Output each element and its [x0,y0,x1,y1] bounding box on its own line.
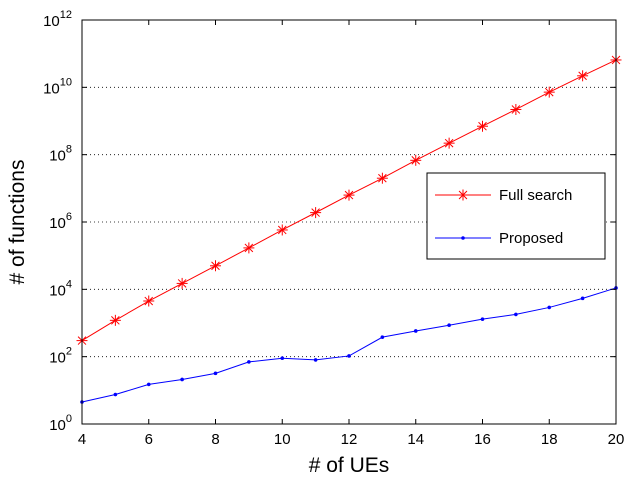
data-point-proposed [480,317,485,321]
legend-marker-proposed [461,236,465,240]
data-point-full-search [443,137,455,149]
x-tick-label: 4 [78,431,86,448]
data-point-full-search [510,103,522,115]
x-tick-label: 10 [274,431,291,448]
data-point-proposed [213,371,218,376]
series-lines [76,54,622,404]
data-point-full-search [143,295,155,307]
data-point-full-search [109,314,121,326]
data-point-proposed [180,377,184,382]
y-tick-label: 1010 [43,76,72,97]
data-point-full-search [376,172,388,184]
data-point-full-search [343,189,355,201]
data-point-full-search [477,120,488,132]
data-point-full-search [310,207,322,219]
y-tick-label: 102 [49,346,72,367]
x-tick-label: 8 [211,431,219,448]
data-point-proposed [113,392,118,397]
y-tick-label: 100 [49,413,72,434]
y-tick-label: 108 [49,144,72,165]
data-point-proposed [146,382,151,387]
x-tick-label: 18 [541,431,558,448]
data-point-proposed [247,360,251,364]
data-point-full-search [276,224,288,236]
legend-marker-full-search [457,189,469,201]
data-point-proposed [313,358,318,362]
data-point-full-search [410,154,422,166]
x-tick-label: 16 [474,431,491,448]
data-point-full-search [243,242,255,254]
data-point-proposed [514,312,518,317]
legend: Full search Proposed [426,172,606,260]
legend-label-full-search: Full search [499,187,572,204]
data-point-full-search [577,70,589,82]
y-tick-label: 1012 [43,9,72,30]
data-point-full-search [176,277,188,289]
y-tick-label: 104 [49,278,72,299]
data-point-proposed [347,354,351,358]
x-tick-label: 6 [145,431,153,448]
series-line-proposed [81,287,617,403]
data-point-proposed [380,335,385,339]
x-tick-label: 12 [341,431,358,448]
data-point-proposed [580,296,585,301]
x-tick-label: 20 [608,431,625,448]
x-tick-label: 14 [407,431,424,448]
data-point-proposed [280,356,285,361]
y-tick-label: 106 [49,211,72,232]
legend-label-proposed: Proposed [499,230,563,247]
data-point-proposed [413,329,418,333]
data-point-proposed [547,305,552,310]
y-axis-title: # of functions [6,160,29,285]
legend-box [426,172,606,260]
data-point-proposed [447,323,451,328]
data-point-full-search [210,260,221,272]
x-axis-title: # of UEs [309,454,390,477]
data-point-full-search [543,86,555,98]
